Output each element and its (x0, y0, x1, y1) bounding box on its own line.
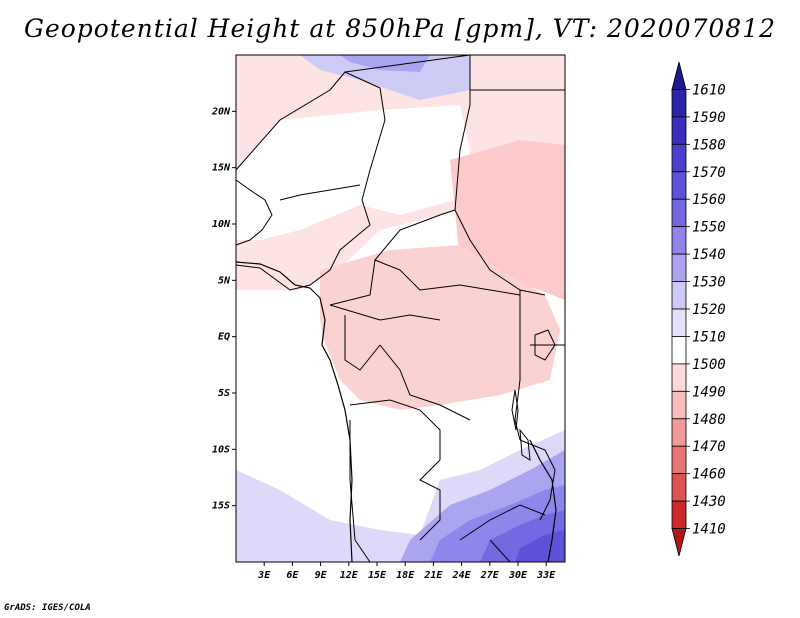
colorbar-swatch (671, 281, 687, 310)
shade-1510-west (236, 290, 470, 520)
grads-credit: GrADS: IGES/COLA (4, 603, 91, 613)
colorbar-swatch (671, 198, 687, 228)
lat-tick-label: 5N (218, 275, 231, 286)
coastline (235, 261, 557, 563)
colorbar-label: 1570 (692, 165, 726, 181)
colorbar-swatch (671, 500, 687, 529)
colorbar-label: 1430 (692, 494, 726, 510)
geopotential-shading (236, 55, 565, 562)
colorbar-swatch (671, 226, 687, 255)
colorbar-swatch (671, 390, 687, 420)
colorbar-swatch (671, 308, 687, 337)
lat-tick-label: 15N (212, 163, 231, 174)
lon-tick-label: 33E (536, 570, 556, 581)
colorbar-label: 1550 (692, 220, 726, 236)
lat-tick-label: EQ (218, 332, 230, 343)
colorbar-swatch (671, 171, 687, 200)
map-frame (235, 54, 566, 563)
colorbar-label: 1560 (692, 192, 726, 208)
colorbar-label: 1490 (692, 384, 726, 400)
colorbar-label: 1530 (692, 275, 726, 291)
lat-tick-label: 10S (212, 444, 230, 455)
colorbar-label: 1540 (692, 247, 726, 263)
colorbar-label: 1480 (692, 412, 726, 428)
chart-title: Geopotential Height at 850hPa [gpm], VT:… (23, 14, 777, 43)
lon-tick-label: 21E (423, 570, 443, 581)
colorbar-label: 1470 (692, 439, 726, 455)
lat-tick-label: 20N (211, 106, 231, 117)
lon-tick-label: 12E (340, 570, 359, 581)
lon-tick-label: 27E (480, 570, 500, 581)
colorbar-swatch (671, 445, 687, 475)
colorbar-swatch (671, 336, 687, 365)
lakes (511, 329, 556, 461)
colorbar-swatch (671, 363, 687, 392)
colorbar-swatch (671, 473, 687, 502)
colorbar-label: 1510 (692, 329, 726, 345)
shade-1530-north-top (340, 55, 430, 72)
lon-tick-label: 30E (508, 570, 528, 581)
lon-tick-label: 9E (315, 570, 328, 581)
lon-tick-label: 18E (396, 570, 415, 581)
colorbar-label: 1460 (692, 467, 726, 483)
colorbar-label: 1520 (692, 302, 726, 318)
colorbar-top-arrow (671, 61, 687, 90)
colorbar-label: 1500 (692, 357, 726, 373)
longitude-axis: 3E 6E 9E 12E 15E 18E 21E 24E 27E 30E 33E (257, 562, 556, 581)
colorbar-label: 1610 (692, 82, 726, 98)
lon-tick-label: 15E (368, 570, 387, 581)
country-borders (235, 54, 565, 563)
colorbar-swatch (671, 418, 687, 447)
lon-tick-label: 24E (452, 570, 472, 581)
lat-tick-label: 15S (212, 501, 230, 512)
shade-1510-north-white (236, 105, 470, 240)
lon-tick-label: 6E (286, 570, 299, 581)
latitude-axis: 20N 15N 10N 5N EQ 5S 10S 15S (211, 106, 236, 512)
colorbar: 1610 1590 1580 1570 1560 1550 1540 1530 1520 1510… (671, 61, 726, 557)
colorbar-label: 1590 (692, 110, 726, 126)
lat-tick-label: 10N (212, 219, 231, 230)
lat-tick-label: 5S (218, 388, 230, 399)
colorbar-swatch (671, 143, 687, 173)
colorbar-bottom-arrow (671, 528, 687, 557)
colorbar-swatch (671, 253, 687, 282)
colorbar-label: 1580 (692, 137, 726, 153)
colorbar-swatch (671, 89, 687, 118)
colorbar-swatch (671, 116, 687, 145)
shade-1520-north-top (300, 55, 470, 100)
lon-tick-label: 3E (257, 570, 271, 581)
colorbar-label: 1410 (692, 522, 726, 538)
shade-1500-central (320, 245, 560, 410)
